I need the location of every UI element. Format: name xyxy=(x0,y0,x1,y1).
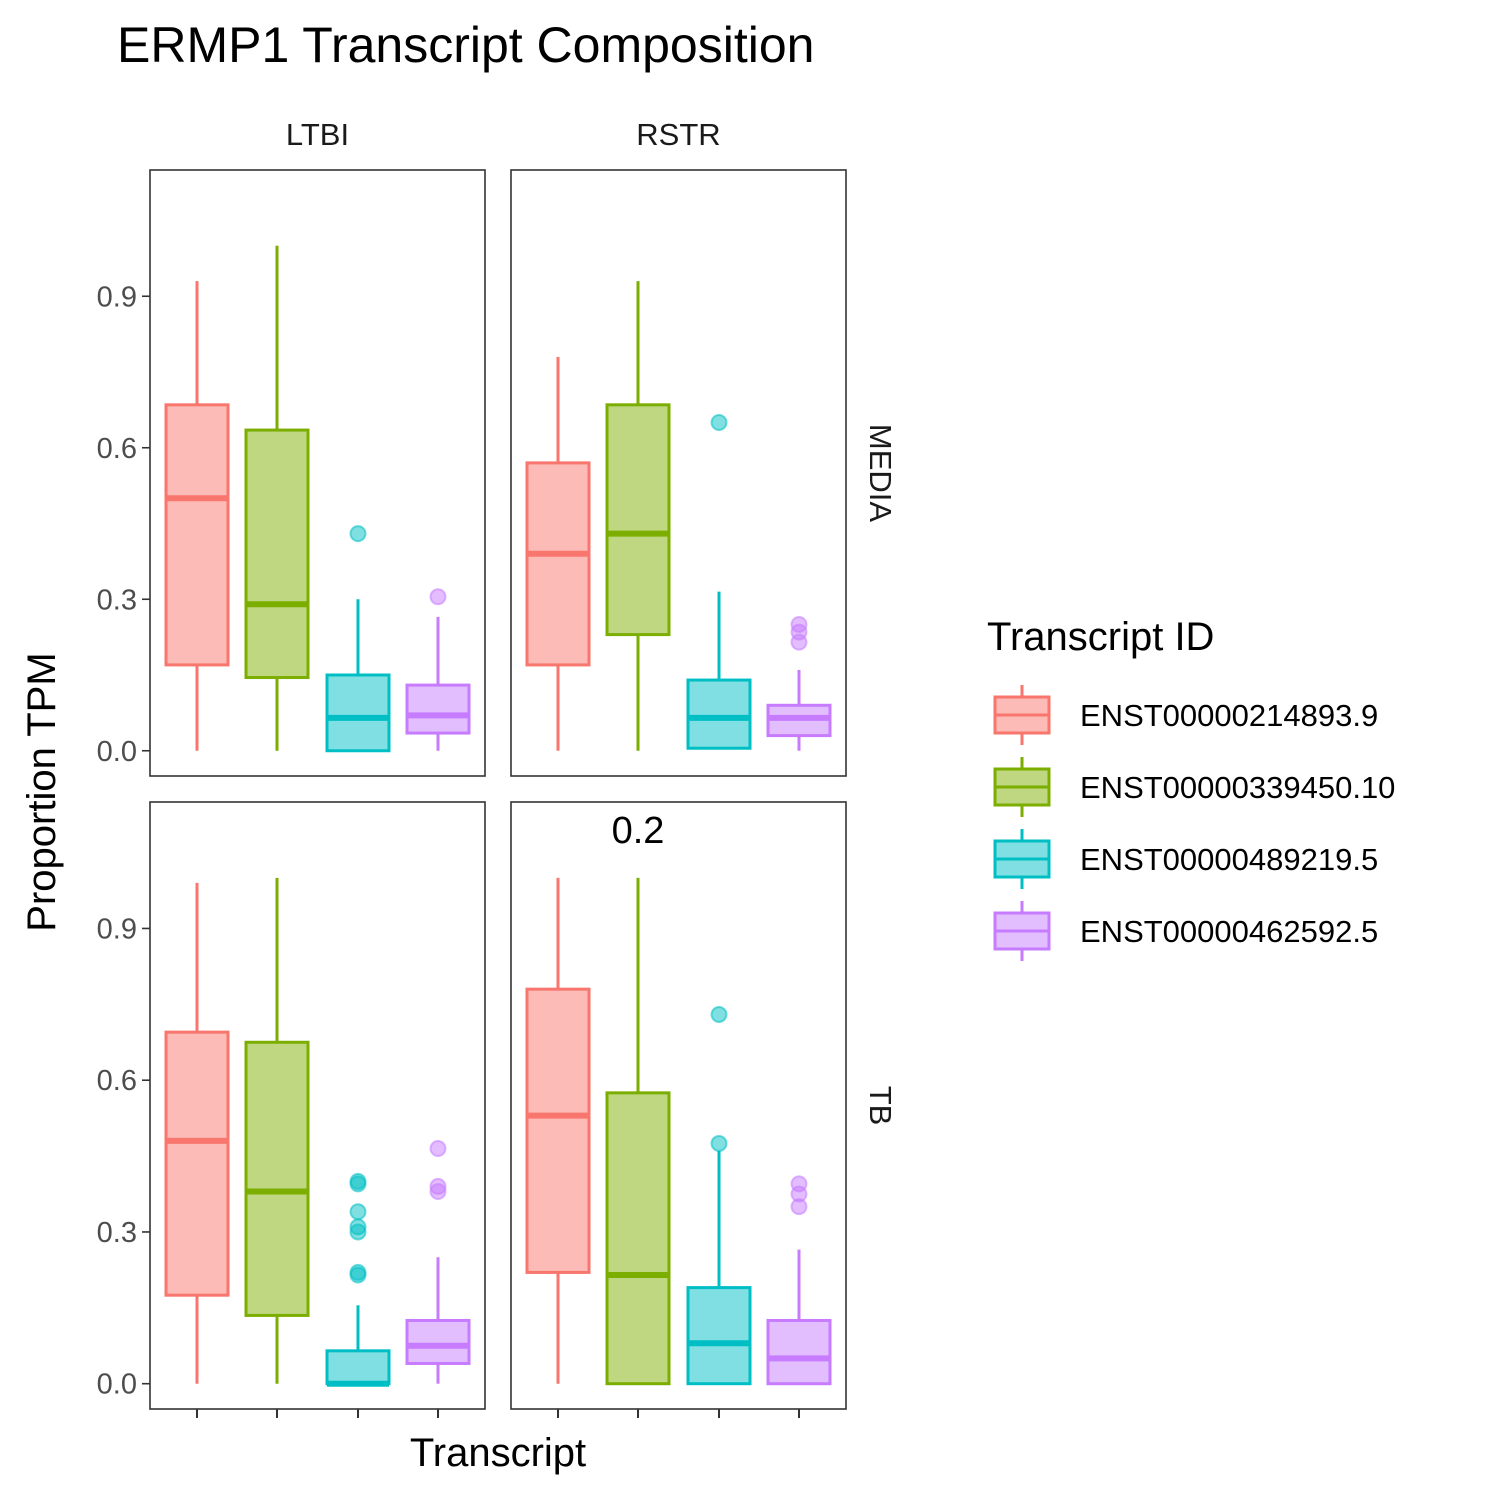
y-tick-label: 0.3 xyxy=(97,584,137,616)
box-iqr xyxy=(688,680,750,748)
legend-key-ENST00000462592.5 xyxy=(995,901,1049,961)
legend-key-ENST00000339450.10 xyxy=(995,757,1049,817)
box-iqr xyxy=(407,1320,469,1363)
outlier-point xyxy=(712,1136,727,1151)
box-iqr xyxy=(166,405,228,665)
box-iqr xyxy=(327,675,389,751)
y-tick-label: 0.9 xyxy=(97,913,137,945)
x-axis-title: Transcript xyxy=(410,1431,586,1475)
strip-label-tb: TB xyxy=(863,1086,898,1126)
panel-media-rstr xyxy=(511,170,846,776)
strip-label-ltbi: LTBI xyxy=(286,117,349,152)
box-iqr xyxy=(607,405,669,635)
chart-title: ERMP1 Transcript Composition xyxy=(117,17,814,73)
box-iqr xyxy=(407,685,469,733)
legend-label: ENST00000462592.5 xyxy=(1080,914,1378,949)
box-iqr xyxy=(527,989,589,1272)
box-iqr xyxy=(327,1351,389,1384)
legend-label: ENST00000339450.10 xyxy=(1080,770,1395,805)
y-tick-label: 0.9 xyxy=(97,281,137,313)
panel-tb-ltbi: 0.0 0.3 0.6 0.9 xyxy=(97,802,485,1418)
facet-panels: LTBI RSTRMEDIATB0.00.30.60.90.00.30.60.90… xyxy=(97,117,898,1418)
panel-annotation: 0.2 xyxy=(612,810,665,852)
outlier-point xyxy=(712,415,727,430)
legend-label: ENST00000489219.5 xyxy=(1080,842,1378,877)
y-tick-label: 0.3 xyxy=(97,1217,137,1249)
y-tick-label: 0.6 xyxy=(97,1065,137,1097)
legend-key-ENST00000214893.9 xyxy=(995,685,1049,745)
outlier-point xyxy=(712,1007,727,1022)
box-iqr xyxy=(527,463,589,665)
legend-title: Transcript ID xyxy=(987,615,1214,659)
outlier-point xyxy=(431,1141,446,1156)
box-iqr xyxy=(246,430,308,677)
box-iqr xyxy=(246,1042,308,1315)
panel-media-ltbi: 0.0 0.3 0.6 0.9 xyxy=(97,170,485,776)
outlier-point xyxy=(431,589,446,604)
legend-label: ENST00000214893.9 xyxy=(1080,698,1378,733)
outlier-point xyxy=(351,1265,366,1280)
legend-key-ENST00000489219.5 xyxy=(995,829,1049,889)
y-tick-label: 0.0 xyxy=(97,736,137,768)
outlier-point xyxy=(351,1204,366,1219)
y-axis-title: Proportion TPM xyxy=(20,652,64,931)
outlier-point xyxy=(792,1176,807,1191)
strip-label-rstr: RSTR xyxy=(636,117,720,152)
outlier-point xyxy=(351,1219,366,1234)
legend: Transcript ID ENST00000214893.9 ENST000003… xyxy=(987,615,1395,961)
box-iqr xyxy=(688,1288,750,1384)
box-iqr xyxy=(768,1320,830,1383)
outlier-point xyxy=(351,1174,366,1189)
panel-tb-rstr xyxy=(511,802,846,1418)
box-iqr xyxy=(607,1093,669,1384)
box-iqr xyxy=(166,1032,228,1295)
strip-label-media: MEDIA xyxy=(863,424,898,523)
outlier-point xyxy=(792,617,807,632)
outlier-point xyxy=(431,1179,446,1194)
outlier-point xyxy=(351,526,366,541)
y-tick-label: 0.0 xyxy=(97,1369,137,1401)
y-tick-label: 0.6 xyxy=(97,433,137,465)
